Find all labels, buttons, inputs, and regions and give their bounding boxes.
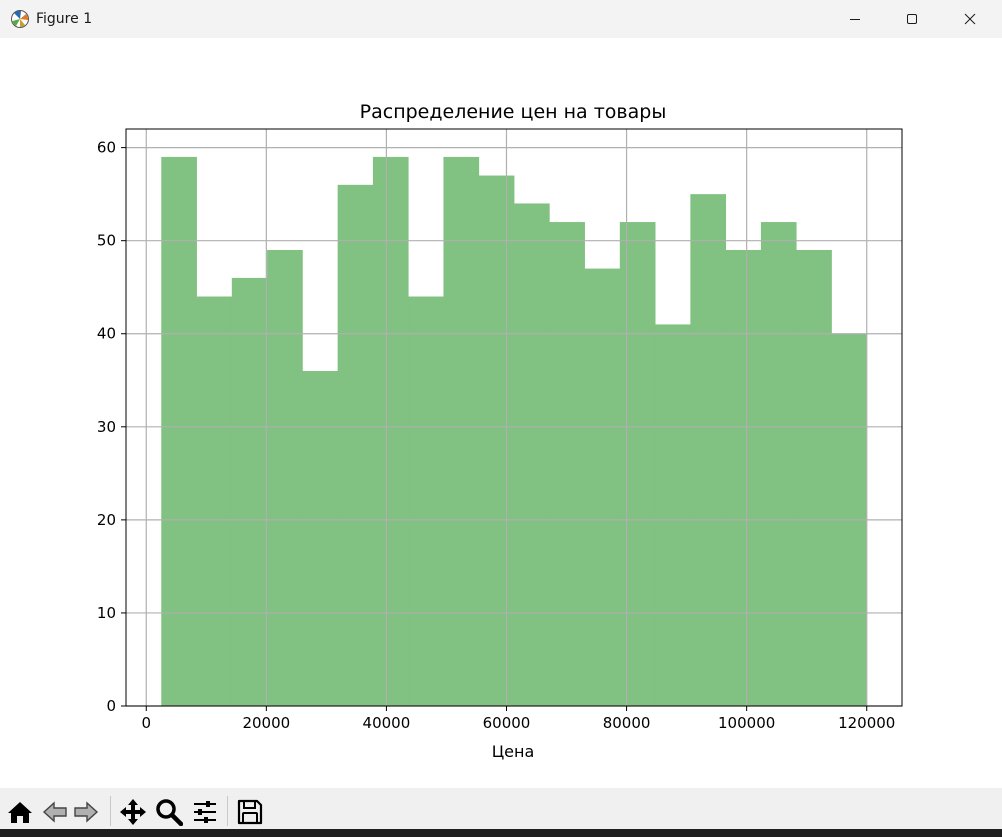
histogram-bar [337,184,374,706]
x-tick-label: 80000 [603,714,651,732]
y-tick-label: 10 [97,604,116,622]
back-button[interactable] [40,798,70,826]
histogram-bar [584,268,621,706]
y-tick-label: 30 [97,418,116,436]
zoom-magnifier-icon [156,799,183,826]
histogram-bar [161,156,197,706]
window-title: Figure 1 [36,11,93,27]
y-tick-label: 0 [106,697,116,715]
forward-arrow-icon [74,801,99,823]
window-bottom-edge [0,829,1002,837]
x-tick-label: 120000 [838,714,895,732]
y-tick-label: 50 [97,232,116,250]
configure-subplots-button[interactable] [190,798,220,826]
histogram-bar [725,249,762,706]
close-icon [964,13,976,25]
histogram-bar [231,277,268,706]
axes-frame [125,128,903,707]
maximize-icon [907,14,917,24]
y-tick-label: 40 [97,325,116,343]
histogram-bar [372,156,409,706]
x-tick-label: 100000 [718,714,775,732]
toolbar-separator [227,796,228,826]
histogram-bar [796,249,832,706]
matplotlib-logo-icon[interactable] [10,9,30,29]
x-axis-label: Цена [492,742,535,761]
y-tick-label: 60 [97,139,116,157]
histogram-bar [760,222,797,706]
histogram-bars [161,156,868,707]
pan-button[interactable] [118,798,148,826]
maximize-button[interactable] [883,0,941,38]
histogram-chart: Распределение цен на товары Цена 0 20000 4… [97,101,903,761]
save-button[interactable] [235,798,265,826]
window-titlebar: Figure 1 [0,0,1002,38]
histogram-bar [196,296,233,706]
histogram-bar [408,296,444,706]
histogram-bar [690,194,727,707]
histogram-bar [443,156,480,706]
save-disk-icon [237,799,263,825]
x-tick-label: 20000 [242,714,290,732]
zoom-button[interactable] [154,798,184,826]
axis-ticks: 0 20000 40000 60000 80000 100000 120000 0 10 20 30… [97,139,895,732]
home-icon [8,802,32,823]
configure-subplots-icon [194,801,216,823]
histogram-bar [655,324,691,706]
histogram-bar [267,249,303,706]
y-tick-label: 20 [97,511,116,529]
toolbar-separator [110,796,111,826]
x-tick-label: 0 [141,714,151,732]
home-button[interactable] [5,798,35,826]
chart-title: Распределение цен на товары [360,101,667,123]
histogram-bar [478,175,515,707]
histogram-bar [302,370,339,706]
histogram-bar [619,222,656,706]
back-arrow-icon [42,801,67,823]
x-tick-label: 40000 [363,714,411,732]
navigation-toolbar [0,788,1002,829]
minimize-icon [850,19,860,20]
histogram-bar [549,222,585,706]
pan-move-icon [120,799,146,825]
histogram-bar [514,203,550,707]
close-button[interactable] [941,0,999,38]
x-tick-label: 60000 [483,714,531,732]
forward-button[interactable] [71,798,101,826]
minimize-button[interactable] [826,0,884,38]
